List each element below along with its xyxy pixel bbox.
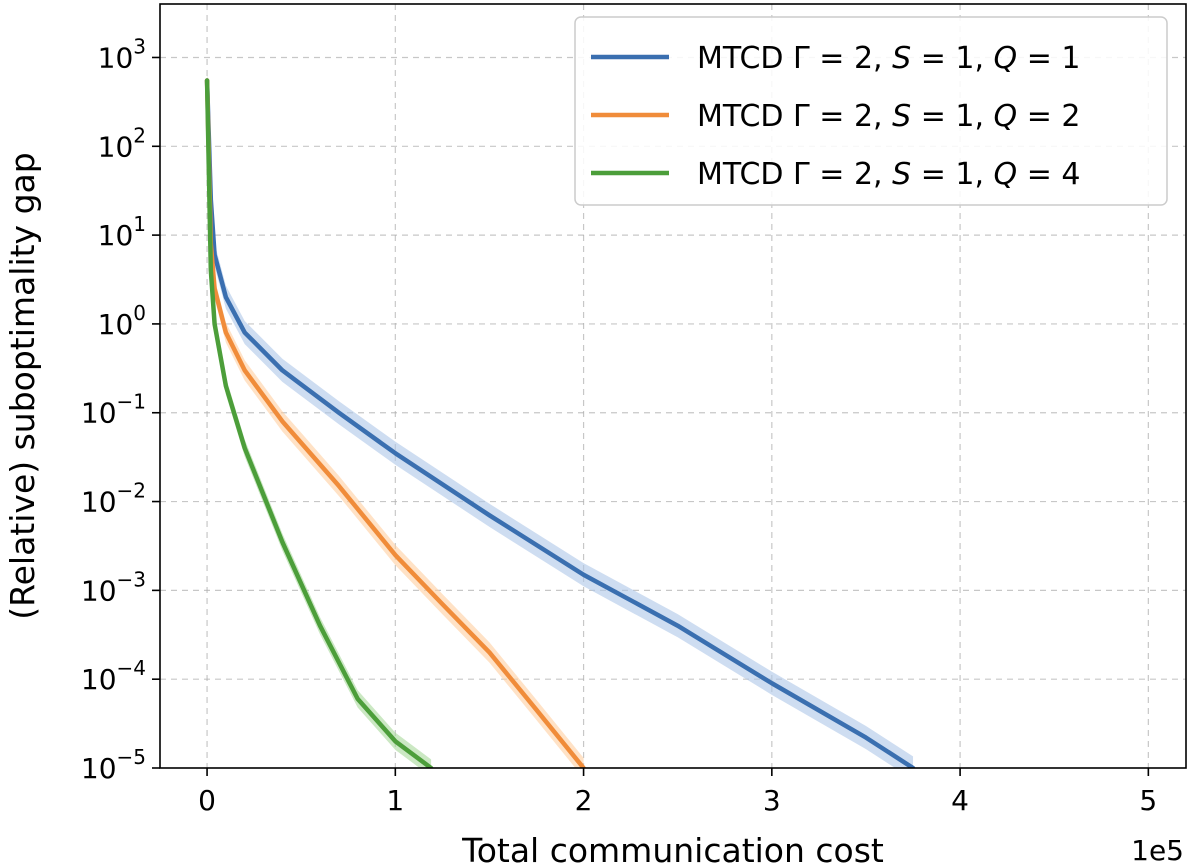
- y-tick-exponent: 3: [133, 34, 146, 58]
- x-tick-label: 0: [198, 784, 216, 817]
- x-tick-label: 5: [1139, 784, 1157, 817]
- y-tick-label: 102: [98, 123, 146, 163]
- legend: MTCD Γ = 2, S = 1, Q = 1 MTCD Γ = 2, S = …: [574, 16, 1168, 206]
- y-tick-label: 103: [98, 34, 146, 74]
- legend-label-series-3: MTCD Γ = 2, S = 1, Q = 4: [697, 157, 1080, 192]
- legend-label-series-1: MTCD Γ = 2, S = 1, Q = 1: [697, 41, 1080, 76]
- x-axis-label: Total communication cost: [461, 831, 884, 868]
- y-tick-label: 10−1: [81, 390, 146, 430]
- y-tick-exponent: −1: [117, 390, 146, 414]
- series-lines: [204, 78, 916, 768]
- y-tick-label: 10−2: [81, 479, 146, 519]
- x-tick-label: 3: [763, 784, 781, 817]
- y-tick-label: 10−4: [81, 656, 146, 696]
- x-axis-offset-label: 1e5: [1131, 834, 1184, 867]
- y-tick-label: 10−5: [81, 745, 146, 785]
- y-tick-exponent: −4: [117, 656, 146, 680]
- y-tick-label: 10−3: [81, 567, 146, 607]
- legend-label-series-2: MTCD Γ = 2, S = 1, Q = 2: [697, 99, 1080, 134]
- y-tick-label: 101: [98, 212, 146, 252]
- y-tick-exponent: 2: [133, 123, 146, 147]
- y-tick-base: 10: [98, 308, 134, 341]
- plot-frame: [159, 3, 1187, 769]
- y-tick-base: 10: [98, 130, 134, 163]
- y-tick-exponent: 0: [133, 301, 146, 325]
- y-tick-base: 10: [81, 663, 117, 696]
- y-tick-exponent: −3: [117, 567, 146, 591]
- y-tick-exponent: −2: [117, 479, 146, 503]
- y-tick-exponent: −5: [117, 745, 146, 769]
- y-tick-base: 10: [81, 486, 117, 519]
- x-tick-label: 2: [575, 784, 593, 817]
- y-tick-label: 100: [98, 301, 146, 341]
- y-tick-base: 10: [98, 41, 134, 74]
- series-3-line: [204, 78, 434, 768]
- legend-box: [574, 16, 1168, 206]
- series-2-line: [204, 78, 586, 768]
- y-tick-exponent: 1: [133, 212, 146, 236]
- series-3-band: [207, 71, 432, 768]
- y-tick-base: 10: [81, 752, 117, 785]
- y-tick-base: 10: [81, 397, 117, 430]
- x-tick-label: 1: [386, 784, 404, 817]
- x-axis-ticks: 0 1 2 3 4 5: [198, 768, 1157, 817]
- y-axis-label: (Relative) suboptimality gap: [3, 152, 42, 619]
- series-1-line: [204, 78, 916, 768]
- y-tick-base: 10: [98, 219, 134, 252]
- y-tick-base: 10: [81, 574, 117, 607]
- x-tick-label: 4: [951, 784, 969, 817]
